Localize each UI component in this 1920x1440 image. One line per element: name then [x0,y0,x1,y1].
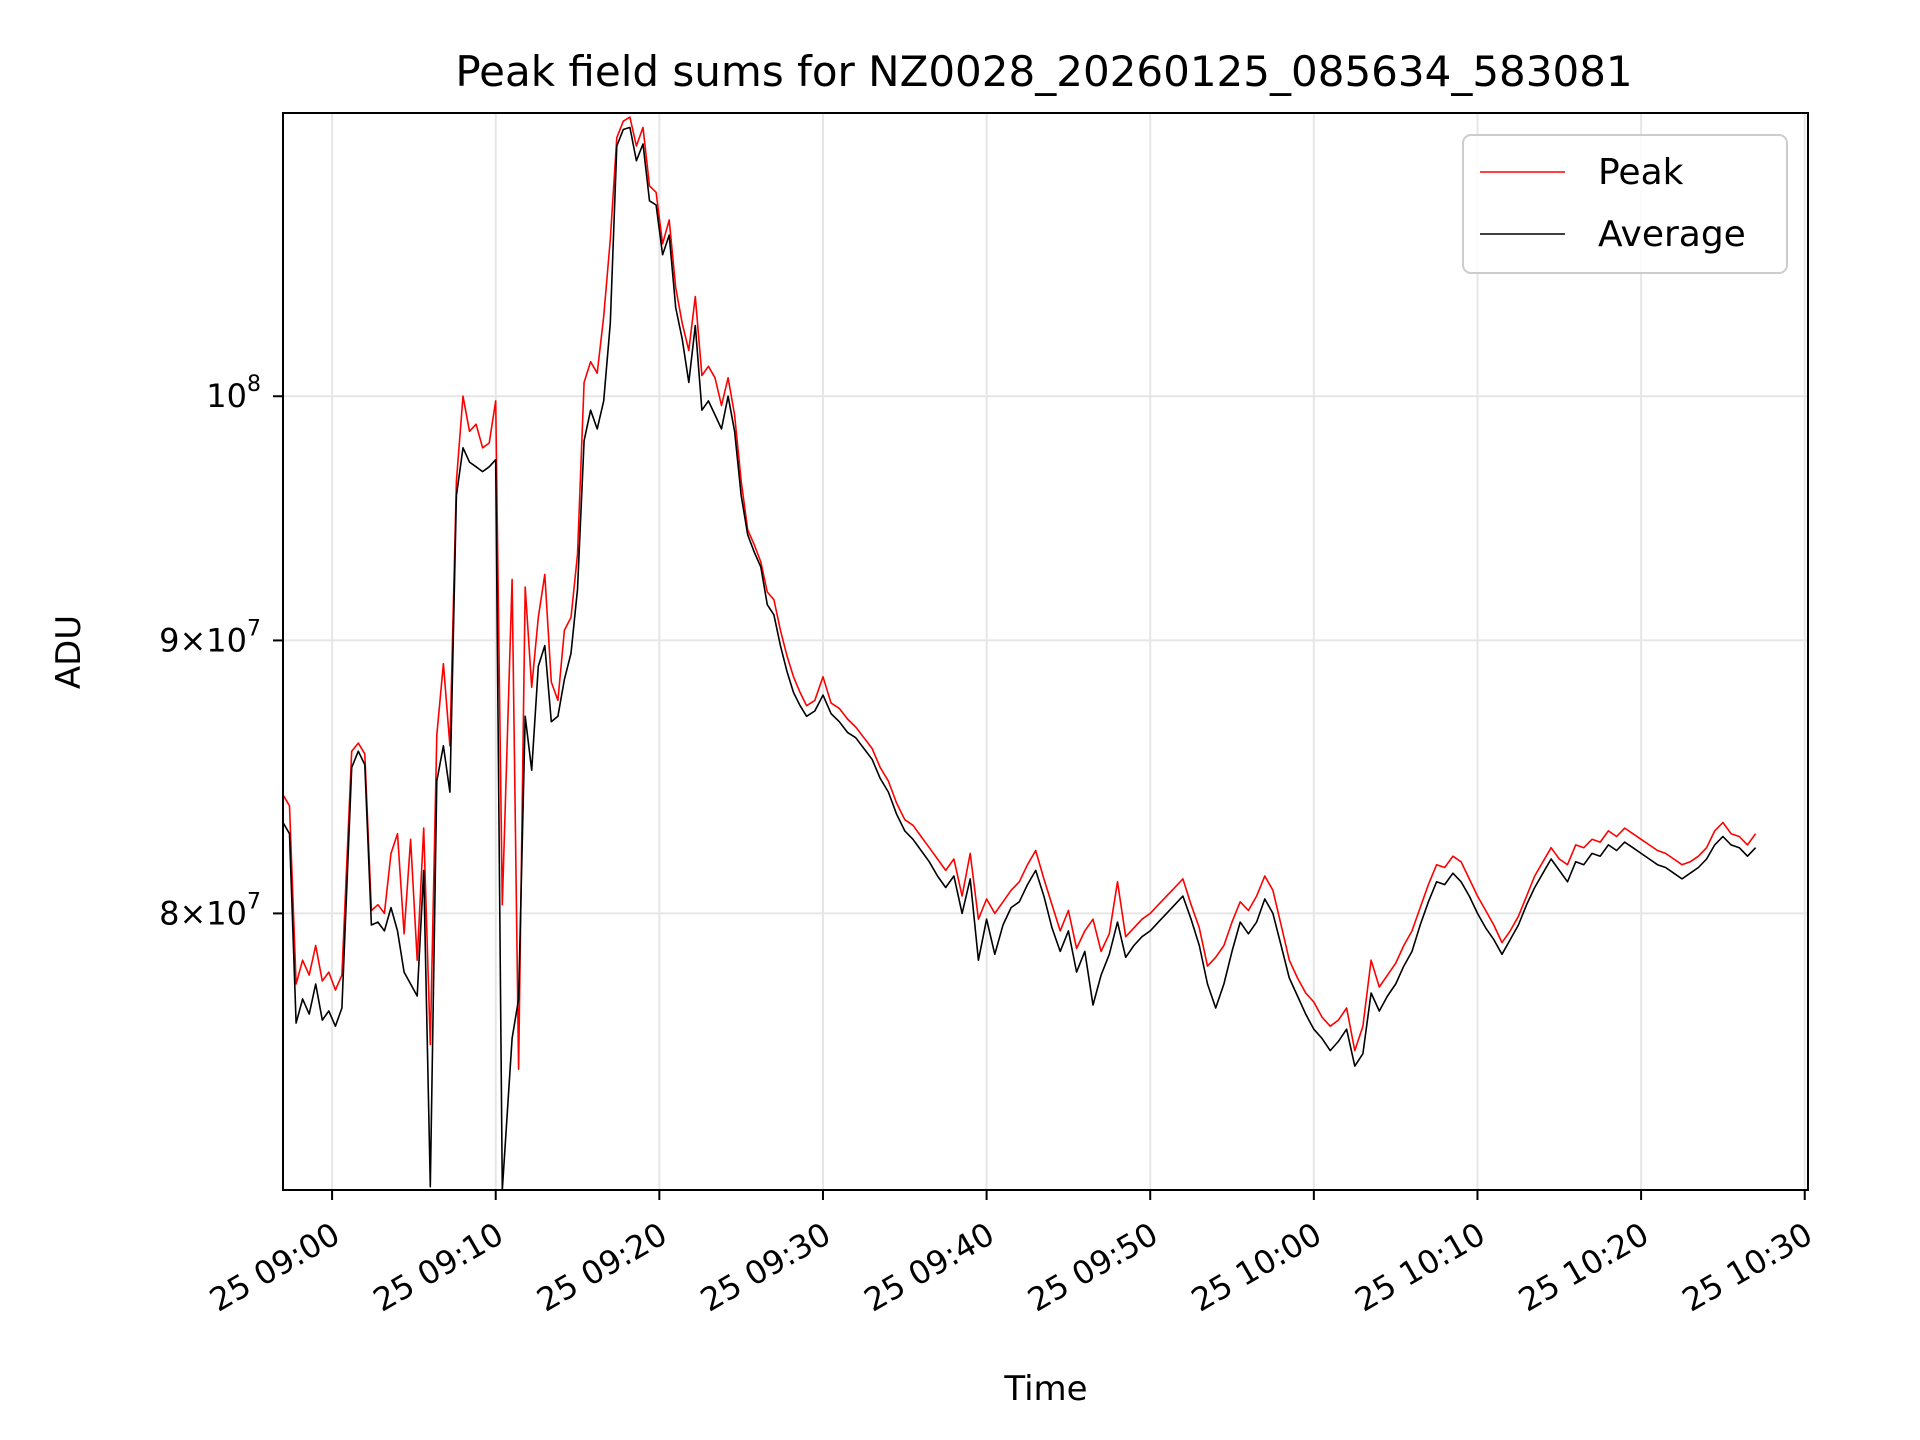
series-line-average [283,126,1757,1190]
series-lines [283,116,1757,1190]
y-tick-label-2: 108 [206,372,261,415]
y-axis-label: ADU [49,615,89,689]
legend-label-average: Average [1598,214,1746,255]
y-tick-label-1: 9×107 [159,616,261,659]
legend-label-peak: Peak [1598,152,1684,193]
legend: Peak Average [1462,134,1788,274]
x-axis-label: Time [1003,1369,1087,1409]
plot-frame [282,112,1809,1191]
chart-title: Peak field sums for NZ0028_20260125_0856… [455,47,1632,96]
gridlines [283,113,1808,1190]
y-tick-label-0: 8×107 [159,889,261,932]
legend-box [1462,134,1788,274]
y-axis-ticks: 8×107 9×107 108 [159,372,283,932]
series-line-peak [283,116,1757,1070]
